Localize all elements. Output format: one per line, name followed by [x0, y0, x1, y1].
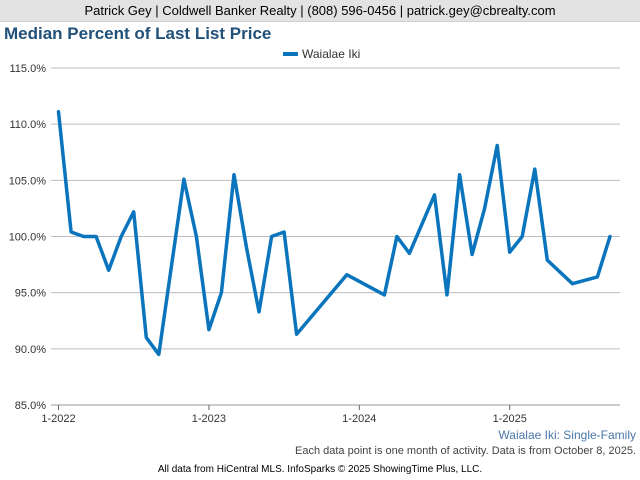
- footnote: Each data point is one month of activity…: [295, 445, 636, 457]
- data-point[interactable]: [569, 281, 575, 287]
- data-point[interactable]: [56, 109, 62, 115]
- data-point[interactable]: [507, 249, 513, 255]
- data-point[interactable]: [432, 192, 438, 198]
- data-point[interactable]: [532, 166, 538, 172]
- series-layer: [56, 109, 613, 357]
- data-point[interactable]: [143, 335, 149, 341]
- data-point[interactable]: [344, 272, 350, 278]
- data-point[interactable]: [607, 234, 613, 240]
- axes: 85.0% 90.0% 95.0% 100.0% 105.0% 110.0% 115.0% 1…: [9, 63, 636, 442]
- y-tick-label: 100.0%: [9, 232, 47, 244]
- data-point[interactable]: [206, 327, 212, 333]
- data-point[interactable]: [519, 234, 525, 240]
- data-point[interactable]: [406, 250, 412, 256]
- data-point[interactable]: [193, 234, 199, 240]
- legend[interactable]: Waialae Iki: [283, 47, 360, 61]
- data-point[interactable]: [118, 234, 124, 240]
- data-point[interactable]: [231, 172, 237, 178]
- series-line-waialae-iki: [56, 110, 612, 357]
- data-point[interactable]: [93, 234, 99, 240]
- y-tick-label: 85.0%: [15, 400, 46, 412]
- data-point[interactable]: [256, 309, 262, 315]
- data-point[interactable]: [394, 234, 400, 240]
- data-point[interactable]: [131, 209, 137, 215]
- y-tick-label: 95.0%: [15, 288, 46, 300]
- data-point[interactable]: [68, 229, 74, 235]
- data-point[interactable]: [381, 292, 387, 298]
- x-tick-label: 1-2024: [342, 413, 376, 425]
- data-point[interactable]: [294, 331, 300, 337]
- data-point[interactable]: [269, 234, 275, 240]
- data-point[interactable]: [181, 176, 187, 182]
- x-tick-label: 1-2022: [41, 413, 75, 425]
- y-tick-label: 110.0%: [10, 119, 47, 131]
- y-tick-label: 115.0%: [10, 63, 47, 75]
- data-credit: All data from HiCentral MLS. InfoSparks …: [157, 464, 483, 475]
- data-point[interactable]: [106, 267, 112, 273]
- header-contact-bar: Patrick Gey | Coldwell Banker Realty | (…: [0, 0, 640, 22]
- data-point[interactable]: [281, 229, 287, 235]
- y-tick-label: 105.0%: [9, 175, 47, 187]
- data-point[interactable]: [494, 143, 500, 149]
- legend-label[interactable]: Waialae Iki: [302, 47, 360, 61]
- data-point[interactable]: [81, 234, 87, 240]
- contact-line: Patrick Gey | Coldwell Banker Realty | (…: [84, 3, 556, 18]
- series-subtitle: Waialae Iki: Single-Family: [498, 428, 636, 442]
- data-point[interactable]: [469, 251, 475, 257]
- data-point[interactable]: [457, 172, 463, 178]
- chart-title: Median Percent of Last List Price: [4, 24, 272, 43]
- data-point[interactable]: [156, 351, 162, 357]
- y-tick-label: 90.0%: [15, 344, 46, 356]
- data-point[interactable]: [544, 257, 550, 263]
- data-point[interactable]: [482, 205, 488, 211]
- data-point[interactable]: [594, 274, 600, 280]
- x-tick-label: 1-2025: [493, 413, 527, 425]
- data-point[interactable]: [244, 245, 250, 251]
- data-point[interactable]: [444, 292, 450, 298]
- data-point[interactable]: [218, 290, 224, 296]
- x-tick-label: 1-2023: [192, 413, 226, 425]
